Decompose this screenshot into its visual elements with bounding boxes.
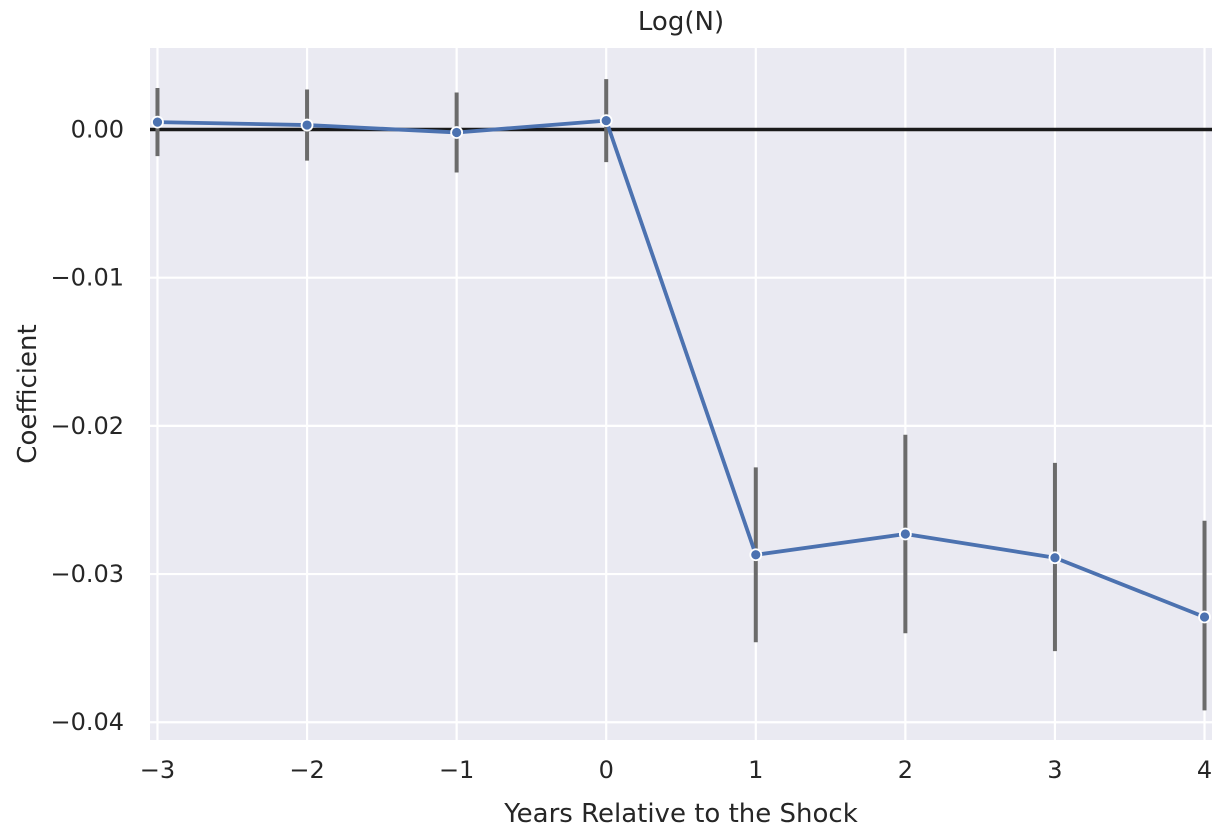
data-point — [300, 118, 314, 132]
x-tick-label: 4 — [1197, 756, 1212, 784]
data-point — [151, 115, 164, 129]
data-point — [898, 527, 912, 541]
data-points — [151, 114, 1211, 624]
y-tick-label: −0.02 — [50, 412, 124, 440]
x-tick-label: 1 — [748, 756, 763, 784]
series-line-group — [155, 118, 1207, 619]
data-point — [749, 548, 763, 562]
x-tick-label: −1 — [439, 756, 474, 784]
x-tick-label: 3 — [1047, 756, 1062, 784]
x-tick-label: 2 — [898, 756, 913, 784]
data-point — [450, 126, 464, 139]
y-tick-label: −0.03 — [50, 560, 124, 588]
y-tick-labels: 0.00 −0.01 −0.02 −0.03 −0.04 — [50, 115, 124, 736]
chart-title: Log(N) — [638, 7, 724, 37]
data-point — [1198, 610, 1211, 624]
x-axis-label: Years Relative to the Shock — [503, 799, 858, 829]
x-tick-labels: −3 −2 −1 0 1 2 3 4 — [140, 756, 1212, 784]
series-line — [155, 118, 1207, 619]
y-axis-label: Coefficient — [13, 324, 43, 463]
data-point — [1048, 551, 1062, 565]
y-tick-label: 0.00 — [71, 115, 124, 143]
data-point — [599, 114, 613, 128]
plot-background — [150, 48, 1212, 740]
y-tick-label: −0.01 — [50, 264, 124, 292]
x-tick-label: −2 — [289, 756, 324, 784]
x-tick-label: −3 — [140, 756, 175, 784]
y-tick-label: −0.04 — [50, 708, 124, 736]
x-tick-label: 0 — [599, 756, 614, 784]
